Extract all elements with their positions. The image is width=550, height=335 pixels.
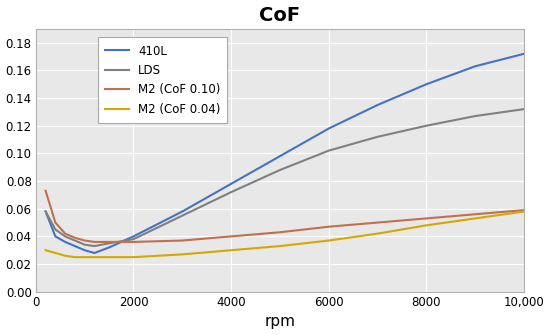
410L (228, 182, 234, 186)
410L (521, 52, 527, 56)
M2 (CoF 0.04) (72, 255, 78, 259)
M2 (CoF 0.04) (81, 255, 88, 259)
LDS (472, 114, 478, 118)
LDS (42, 209, 49, 213)
M2 (CoF 0.10) (375, 220, 381, 224)
M2 (CoF 0.10) (472, 212, 478, 216)
M2 (CoF 0.10) (52, 220, 59, 224)
LDS (81, 243, 88, 247)
LDS (277, 168, 283, 172)
LDS (130, 237, 137, 241)
410L (81, 248, 88, 252)
410L (472, 64, 478, 68)
Title: CoF: CoF (260, 6, 300, 24)
M2 (CoF 0.04) (277, 244, 283, 248)
410L (423, 82, 430, 86)
410L (277, 154, 283, 158)
410L (179, 209, 185, 213)
410L (326, 127, 332, 131)
M2 (CoF 0.04) (42, 248, 49, 252)
LDS (326, 149, 332, 153)
M2 (CoF 0.10) (81, 239, 88, 243)
M2 (CoF 0.10) (228, 234, 234, 239)
LDS (62, 234, 68, 239)
M2 (CoF 0.10) (277, 230, 283, 234)
LDS (91, 244, 98, 248)
M2 (CoF 0.10) (521, 208, 527, 212)
M2 (CoF 0.04) (375, 231, 381, 236)
LDS (375, 135, 381, 139)
X-axis label: rpm: rpm (265, 315, 295, 329)
M2 (CoF 0.04) (423, 223, 430, 227)
M2 (CoF 0.04) (228, 248, 234, 252)
M2 (CoF 0.04) (472, 216, 478, 220)
Line: M2 (CoF 0.10): M2 (CoF 0.10) (46, 191, 524, 242)
M2 (CoF 0.04) (106, 255, 112, 259)
LDS (179, 214, 185, 218)
Legend: 410L, LDS, M2 (CoF 0.10), M2 (CoF 0.04): 410L, LDS, M2 (CoF 0.10), M2 (CoF 0.04) (98, 38, 228, 123)
LDS (521, 107, 527, 111)
M2 (CoF 0.10) (106, 240, 112, 244)
LDS (72, 239, 78, 243)
410L (130, 234, 137, 239)
410L (72, 244, 78, 248)
M2 (CoF 0.10) (423, 216, 430, 220)
M2 (CoF 0.04) (91, 255, 98, 259)
M2 (CoF 0.10) (179, 239, 185, 243)
410L (42, 209, 49, 213)
M2 (CoF 0.10) (326, 225, 332, 229)
M2 (CoF 0.04) (62, 254, 68, 258)
M2 (CoF 0.04) (326, 239, 332, 243)
LDS (106, 241, 112, 245)
M2 (CoF 0.10) (91, 240, 98, 244)
M2 (CoF 0.04) (130, 255, 137, 259)
Line: M2 (CoF 0.04): M2 (CoF 0.04) (46, 211, 524, 257)
M2 (CoF 0.10) (130, 240, 137, 244)
M2 (CoF 0.04) (521, 209, 527, 213)
M2 (CoF 0.10) (62, 231, 68, 236)
LDS (423, 124, 430, 128)
Line: LDS: LDS (46, 109, 524, 246)
410L (375, 103, 381, 107)
Line: 410L: 410L (46, 54, 524, 253)
410L (91, 251, 98, 255)
LDS (52, 227, 59, 231)
LDS (228, 190, 234, 194)
410L (106, 246, 112, 250)
M2 (CoF 0.10) (72, 236, 78, 240)
410L (52, 234, 59, 239)
M2 (CoF 0.04) (52, 251, 59, 255)
M2 (CoF 0.04) (179, 252, 185, 256)
M2 (CoF 0.10) (42, 189, 49, 193)
410L (62, 240, 68, 244)
